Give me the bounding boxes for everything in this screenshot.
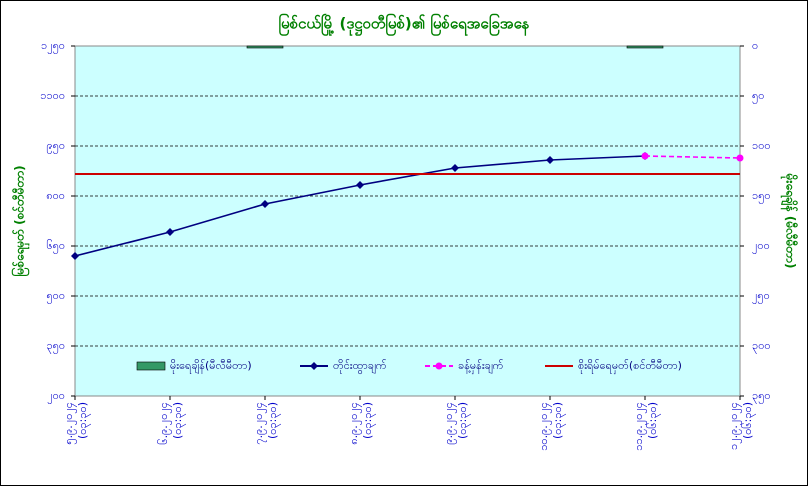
x-tick-label: ၁၂.၉.၂၀၂၄(၀၆:၃၀) [727, 402, 756, 450]
legend-marker [435, 362, 443, 370]
y2-tick-label: ၅၀ [752, 89, 764, 104]
y2-tick-label: ၁၀၀ [752, 139, 771, 152]
legend-swatch [136, 361, 166, 371]
legend-label: တိုင်းထွာချက် [333, 359, 387, 374]
bar [246, 45, 284, 49]
point [451, 164, 459, 172]
x-tick-label: ၈.၉.၂၀၂၄(၀၃:၃၀) [347, 402, 376, 445]
y2-tick-label: ၃၅၀ [752, 389, 771, 404]
y2-tick-label: ၂၅၀ [752, 289, 770, 304]
point [546, 156, 554, 164]
y2-tick-label: ၀ [752, 39, 758, 52]
y-tick-label: ၁၁၀၀ [40, 89, 65, 102]
legend-label: ခန့်မှန်းချက် [458, 359, 504, 374]
y-tick-label: ၉၅၀ [46, 139, 65, 154]
y-tick-label: ၁၂၅၀ [41, 39, 65, 54]
x-tick-label: ၉.၉.၂၀၂၄(၀၃:၃၀) [442, 402, 471, 445]
y-tick-label: ၅၀၀ [46, 289, 65, 304]
y2-axis-title: မိုးရေချိန် (မီလီမီတာ) [780, 173, 800, 269]
x-tick-label: ၅.၉.၂၀၂၄(၀၃:၃၀) [62, 402, 91, 445]
x-tick-label: ၁၁.၉.၂၀၂၄(၀၆:၃၀) [632, 402, 661, 451]
y-tick-label: ၈၀၀ [46, 189, 65, 202]
y2-tick-label: ၂၀၀ [752, 239, 770, 254]
bar [626, 45, 664, 49]
plot-area [74, 45, 741, 397]
point [736, 154, 744, 162]
y2-tick-label: ၁၅၀ [752, 189, 771, 204]
point [166, 228, 174, 236]
point [71, 252, 79, 260]
x-tick-label: ၁၀.၉.၂၀၂၄(၀၃:၃၀) [537, 402, 566, 451]
point [641, 152, 649, 160]
y-tick-label: ၃၅၀ [46, 339, 65, 354]
x-tick-label: ၇.၉.၂၀၂၄(၀၃:၃၀) [252, 402, 281, 445]
y-axis-title: မြစ်ရေမှတ် (စင်တီမီတာ) [10, 165, 31, 276]
legend-label: မိုးရေချိန်(မီလီမီတာ) [170, 359, 252, 374]
y-tick-label: ၆၅၀ [46, 239, 65, 254]
y2-tick-label: ၃၀၀ [752, 339, 771, 354]
y-tick-label: ၂၀၀ [47, 389, 65, 404]
point [261, 200, 269, 208]
legend-marker [310, 362, 318, 370]
x-tick-label: ၆.၉.၂၀၂၄(၀၃:၃၀) [157, 402, 186, 445]
point [356, 181, 364, 189]
legend-label: စိုးရိမ်ရေမှတ်(စင်တီမီတာ) [578, 359, 682, 374]
